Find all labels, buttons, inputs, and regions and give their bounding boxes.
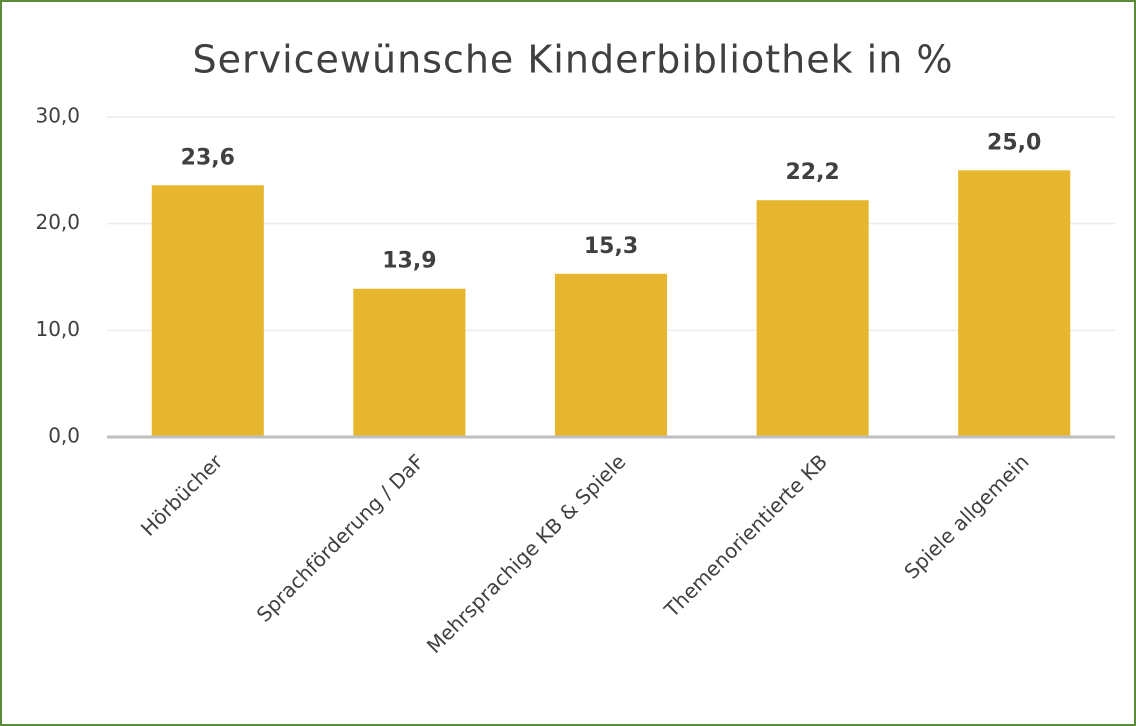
bar bbox=[353, 288, 466, 437]
data-label: 25,0 bbox=[987, 130, 1041, 155]
y-tick-label: 20,0 bbox=[35, 210, 80, 234]
data-label: 13,9 bbox=[382, 249, 436, 274]
bar bbox=[554, 273, 668, 437]
data-label: 22,2 bbox=[785, 160, 839, 185]
data-label: 23,6 bbox=[181, 145, 235, 170]
y-tick-label: 0,0 bbox=[48, 424, 80, 448]
data-label: 15,3 bbox=[584, 234, 638, 259]
bar bbox=[756, 200, 869, 437]
y-tick-label: 10,0 bbox=[35, 317, 80, 341]
y-tick-label: 30,0 bbox=[35, 104, 80, 128]
chart-title: Servicewünsche Kinderbibliothek in % bbox=[192, 38, 953, 82]
bar bbox=[151, 185, 264, 437]
bar bbox=[958, 170, 1071, 438]
